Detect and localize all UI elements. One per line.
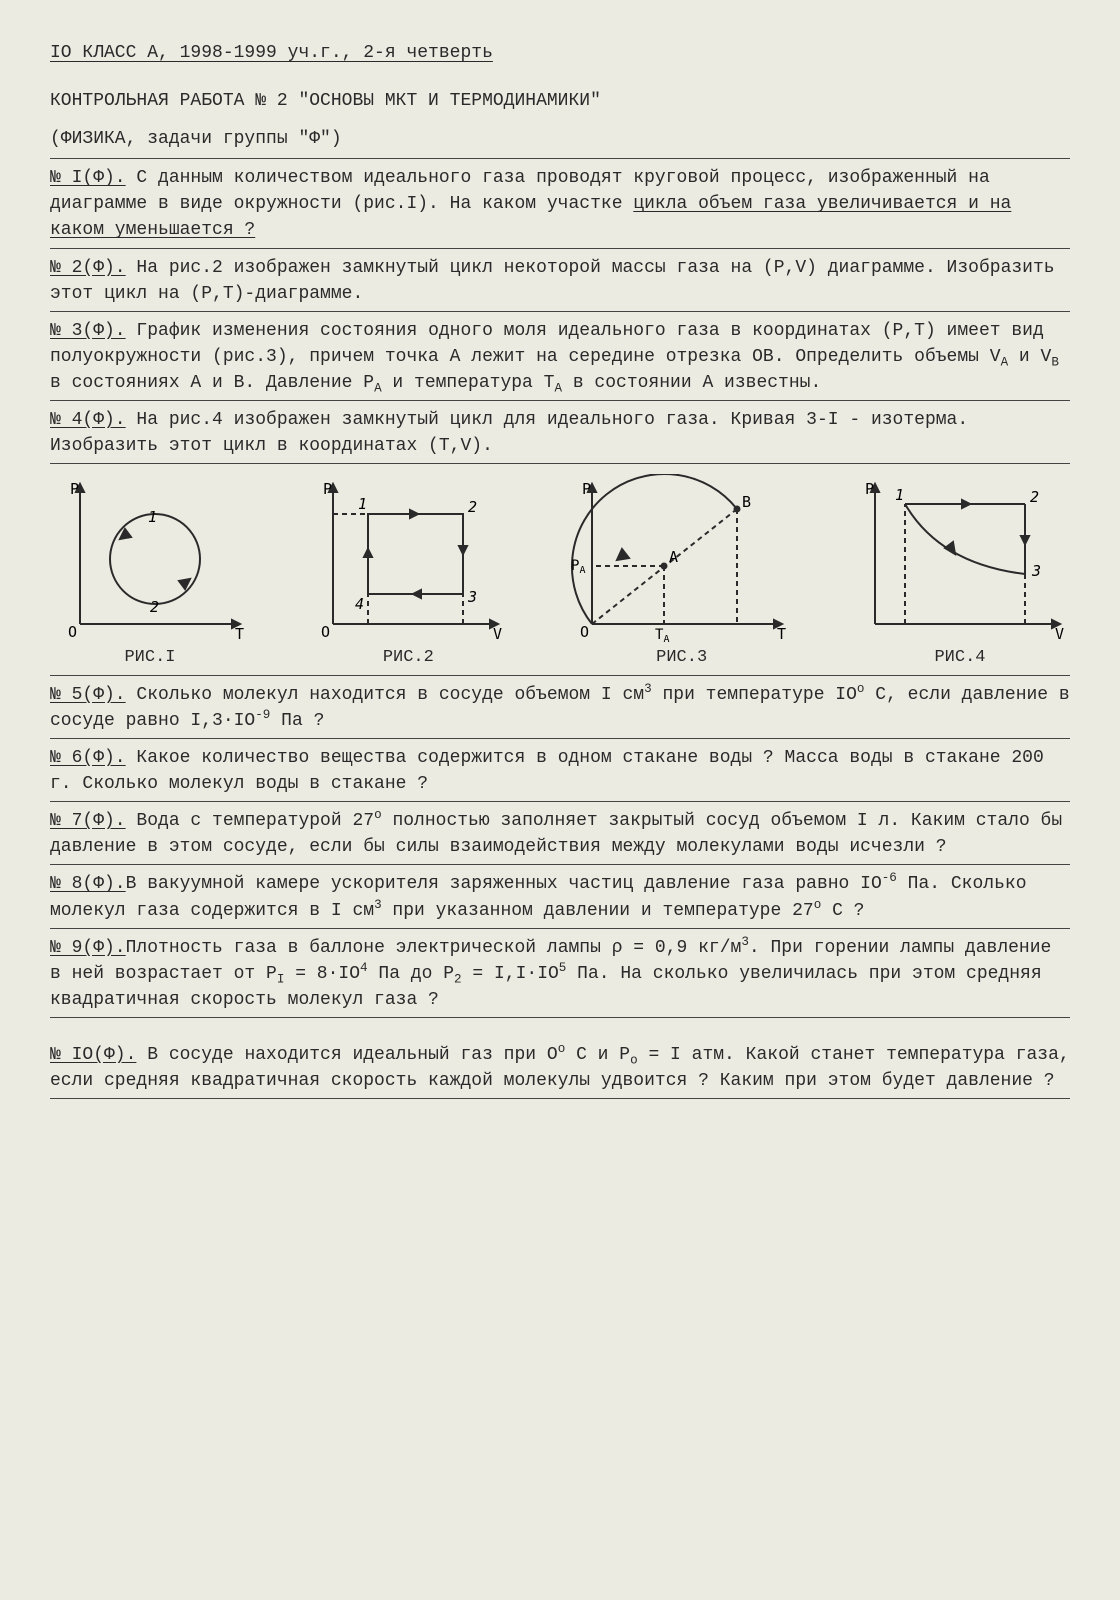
problem-1: № I(Ф). С данным количеством идеального … [50, 159, 1070, 248]
problem-num: № 4(Ф). [50, 410, 126, 430]
problem-4: № 4(Ф). На рис.4 изображен замкнутый цик… [50, 401, 1070, 464]
svg-text:T: T [235, 625, 244, 643]
svg-text:PA: PA [571, 558, 585, 576]
diagram-1: P 1 2 O T РИС.I [50, 474, 250, 671]
svg-text:1: 1 [895, 486, 904, 504]
svg-text:1: 1 [358, 495, 367, 513]
svg-text:O: O [68, 623, 77, 641]
problem-2: № 2(Ф). На рис.2 изображен замкнутый цик… [50, 249, 1070, 312]
svg-text:B: B [742, 493, 751, 511]
svg-text:T: T [777, 625, 786, 643]
problem-num: № I(Ф). [50, 168, 126, 188]
svg-text:2: 2 [1030, 488, 1039, 506]
diagrams-row: P 1 2 O T РИС.I [50, 464, 1070, 676]
problem-num: № 3(Ф). [50, 321, 126, 341]
svg-text:2: 2 [468, 498, 477, 516]
header-line-1: IO КЛАСС А, 1998-1999 уч.г., 2-я четверт… [50, 43, 493, 63]
svg-text:4: 4 [355, 595, 364, 613]
svg-text:TA: TA [655, 627, 669, 644]
header-line-3: (ФИЗИКА, задачи группы "Ф") [50, 129, 342, 149]
svg-text:1: 1 [148, 508, 157, 526]
svg-text:3: 3 [467, 588, 477, 606]
problem-8: № 8(Ф).В вакуумной камере ускорителя зар… [50, 865, 1070, 928]
problem-10: № IO(Ф). В сосуде находится идеальный га… [50, 1036, 1070, 1099]
svg-text:A: A [669, 548, 678, 566]
svg-text:O: O [321, 623, 330, 641]
problem-text: На рис.2 изображен замкнутый цикл некото… [50, 258, 1055, 304]
problem-6: № 6(Ф). Какое количество вещества содерж… [50, 739, 1070, 802]
problem-5: № 5(Ф). Сколько молекул находится в сосу… [50, 676, 1070, 739]
problem-num: № 2(Ф). [50, 258, 126, 278]
svg-text:2: 2 [150, 598, 159, 616]
problem-3: № 3(Ф). График изменения состояния одног… [50, 312, 1070, 401]
problem-text: На рис.4 изображен замкнутый цикл для ид… [50, 410, 968, 456]
svg-text:3: 3 [1031, 562, 1041, 580]
svg-text:V: V [1055, 625, 1064, 643]
problem-7: № 7(Ф). Вода с температурой 27о полность… [50, 802, 1070, 865]
svg-text:V: V [493, 625, 502, 643]
problem-9: № 9(Ф).Плотность газа в баллоне электрич… [50, 929, 1070, 1018]
svg-text:P: P [323, 480, 332, 498]
svg-text:P: P [70, 480, 79, 498]
svg-text:O: O [580, 623, 589, 641]
header-line-2: КОНТРОЛЬНАЯ РАБОТА № 2 "ОСНОВЫ МКТ И ТЕР… [50, 88, 1070, 114]
diagram-2: P 1 2 3 4 O V РИС.2 [303, 474, 513, 671]
svg-text:P: P [865, 480, 874, 498]
svg-text:P: P [582, 480, 591, 498]
diagram-4: P 1 2 3 V РИС.4 [850, 474, 1070, 671]
diagram-3: P B A PA TA O T РИС.3 [567, 474, 797, 671]
